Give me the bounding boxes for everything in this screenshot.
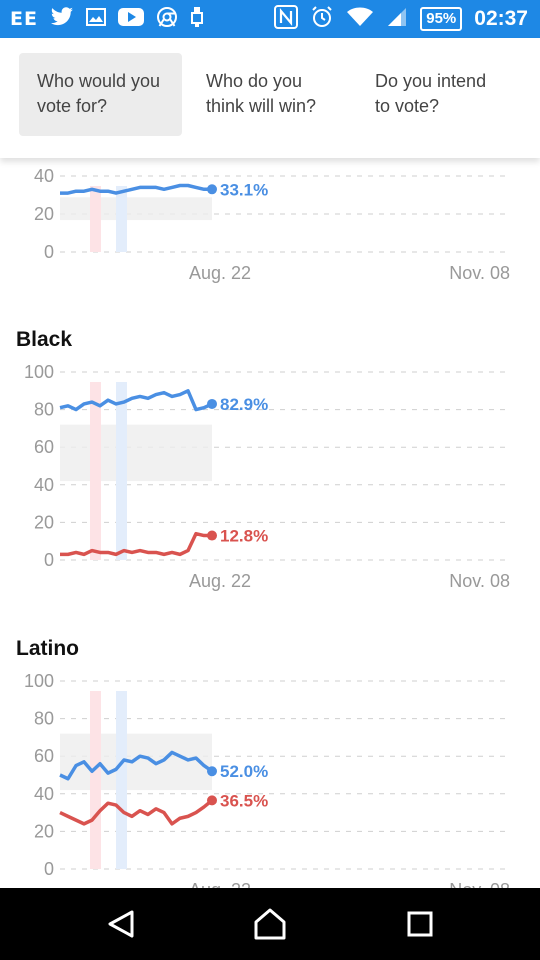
tab-line-2: think will win? [206,96,317,116]
y-tick-label: 0 [44,242,54,262]
series-end-point [207,530,217,541]
convention-marker-rep [90,691,101,869]
series-line-rep [60,531,212,557]
series-end-point [207,184,217,195]
convention-marker-rep [90,382,101,560]
series-line-dem [59,389,213,412]
y-tick-label: 60 [34,746,54,766]
wifi-icon [346,6,374,33]
y-tick-label: 100 [24,362,54,382]
uncertainty-band [60,197,212,221]
recents-icon[interactable] [398,904,442,944]
chart-black: 100 80 60 40 20 0 82.9% 12.8% Aug. 22 Nov. 08 [24,362,510,591]
series-value-label: 33.1% [220,180,268,199]
y-tick-label: 40 [34,784,54,804]
series-value-label: 36.5% [220,791,268,810]
series-line-dem [59,750,214,781]
y-tick-label: 20 [34,821,54,841]
youtube-icon [117,7,144,31]
y-tick-label: 60 [34,437,54,457]
y-tick-label: 100 [24,671,54,691]
chart-overall: 40 20 0 33.1% Aug. 22 Nov. 08 [34,166,510,283]
y-tick-label: 80 [34,709,54,729]
nfc-icon [274,4,299,34]
y-tick-label: 40 [34,166,54,186]
twitter-icon [50,6,74,32]
home-icon[interactable] [248,904,292,944]
tab-who-will-win[interactable]: Who do you think will win? [188,53,348,136]
clock: 02:37 [474,7,528,30]
carrier-label: EE [10,8,38,30]
status-right: 95% 02:37 [274,0,528,38]
x-tick-label: Nov. 08 [449,880,510,888]
x-tick-label: Nov. 08 [449,571,510,591]
y-tick-label: 0 [44,859,54,879]
series-value-label: 82.9% [220,395,268,414]
battery-icon: 95% [420,7,463,31]
image-icon [85,7,106,31]
convention-marker-dem [116,186,127,252]
usb-icon [190,6,204,33]
alarm-icon [310,5,334,34]
convention-marker-dem [116,691,127,869]
navigation-bar [0,888,540,960]
question-tabs: Who would you vote for? Who do you think… [0,38,540,158]
y-tick-label: 20 [34,204,54,224]
signal-icon [386,6,408,33]
series-end-point [207,766,217,777]
convention-marker-dem [116,382,127,560]
tab-line-1: Who would you [37,71,161,91]
convention-marker-rep [90,186,101,252]
chrome-icon [156,6,178,33]
tab-line-1: Who do you [206,71,303,91]
y-tick-label: 20 [34,512,54,532]
tab-who-would-you-vote-for[interactable]: Who would you vote for? [19,53,182,136]
x-tick-label: Aug. 22 [189,571,251,591]
uncertainty-band [60,424,212,482]
series-value-label: 12.8% [220,527,268,546]
x-tick-label: Aug. 22 [189,880,251,888]
status-bar: EE 95% 02:37 [0,0,540,38]
series-line-rep [59,799,214,826]
back-icon[interactable] [99,904,143,944]
series-line-dem [60,183,212,195]
chart-latino: 100 80 60 40 20 0 52.0% 36.5% Aug. 22 Nov. 08 [24,671,510,888]
y-tick-label: 40 [34,475,54,495]
tab-line-2: to vote? [375,96,440,116]
series-end-point [207,398,217,409]
x-tick-label: Aug. 22 [189,263,251,283]
tab-intend-to-vote[interactable]: Do you intend to vote? [357,53,522,136]
series-value-label: 52.0% [220,762,268,781]
charts-scroll-area[interactable]: 40 20 0 33.1% Aug. 22 Nov. 08 Black 100 80 60 40… [0,158,540,888]
y-tick-label: 80 [34,400,54,420]
chart-title-latino: Latino [16,637,79,660]
tab-line-1: Do you intend [375,71,487,91]
x-tick-label: Nov. 08 [449,263,510,283]
series-end-point [207,795,217,806]
y-tick-label: 0 [44,550,54,570]
status-left: EE [10,0,204,38]
tab-line-2: vote for? [37,96,108,116]
chart-title-black: Black [16,328,73,351]
